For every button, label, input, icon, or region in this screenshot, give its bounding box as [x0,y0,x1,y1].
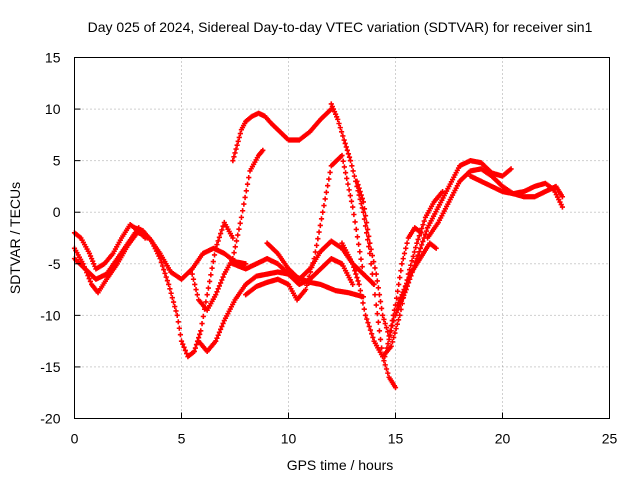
data-points [71,101,566,391]
data-point-markers [189,147,266,313]
data-point-markers [71,228,150,296]
x-tick-label: 15 [388,431,404,447]
data-point-markers [467,173,566,210]
x-tick-label: 0 [71,431,79,447]
y-tick-label: -15 [40,359,60,375]
series-sat-f [189,147,266,313]
y-tick-label: -5 [48,256,61,272]
y-axis-label: SDTVAR / TECUs [7,182,23,294]
y-tick-label: 15 [45,50,61,66]
x-tick-label: 10 [281,431,297,447]
series-sat-b [71,228,150,296]
y-tick-label: -10 [40,307,60,323]
data-point-markers [230,256,356,288]
data-point-markers [71,225,142,282]
series-sat-i [230,256,356,288]
y-tick-label: 5 [53,153,61,169]
grid-lines [74,57,610,419]
x-axis-label: GPS time / hours [287,457,394,473]
x-tick-label: 20 [495,431,511,447]
series-sat-h [230,106,334,164]
y-tick-label: 10 [45,101,61,117]
series-sat-l [328,101,399,391]
data-point-markers [425,166,566,241]
data-point-markers [392,158,514,318]
series-sat-c [71,225,142,282]
y-tick-label: 0 [53,204,61,220]
x-tick-label: 25 [602,431,618,447]
tick-labels: 0 5 10 15 20 25 -20 -15 -10 -5 0 5 10 15 [40,50,617,447]
series-sat-p [392,158,514,318]
data-point-markers [230,106,334,164]
data-point-markers [328,101,399,391]
y-tick-label: -20 [40,411,60,427]
series-sat-q [425,166,566,241]
chart-title: Day 025 of 2024, Sidereal Day-to-day VTE… [88,19,593,35]
series-sat-r [467,173,566,210]
x-tick-label: 5 [178,431,186,447]
plot-frame [74,57,610,419]
